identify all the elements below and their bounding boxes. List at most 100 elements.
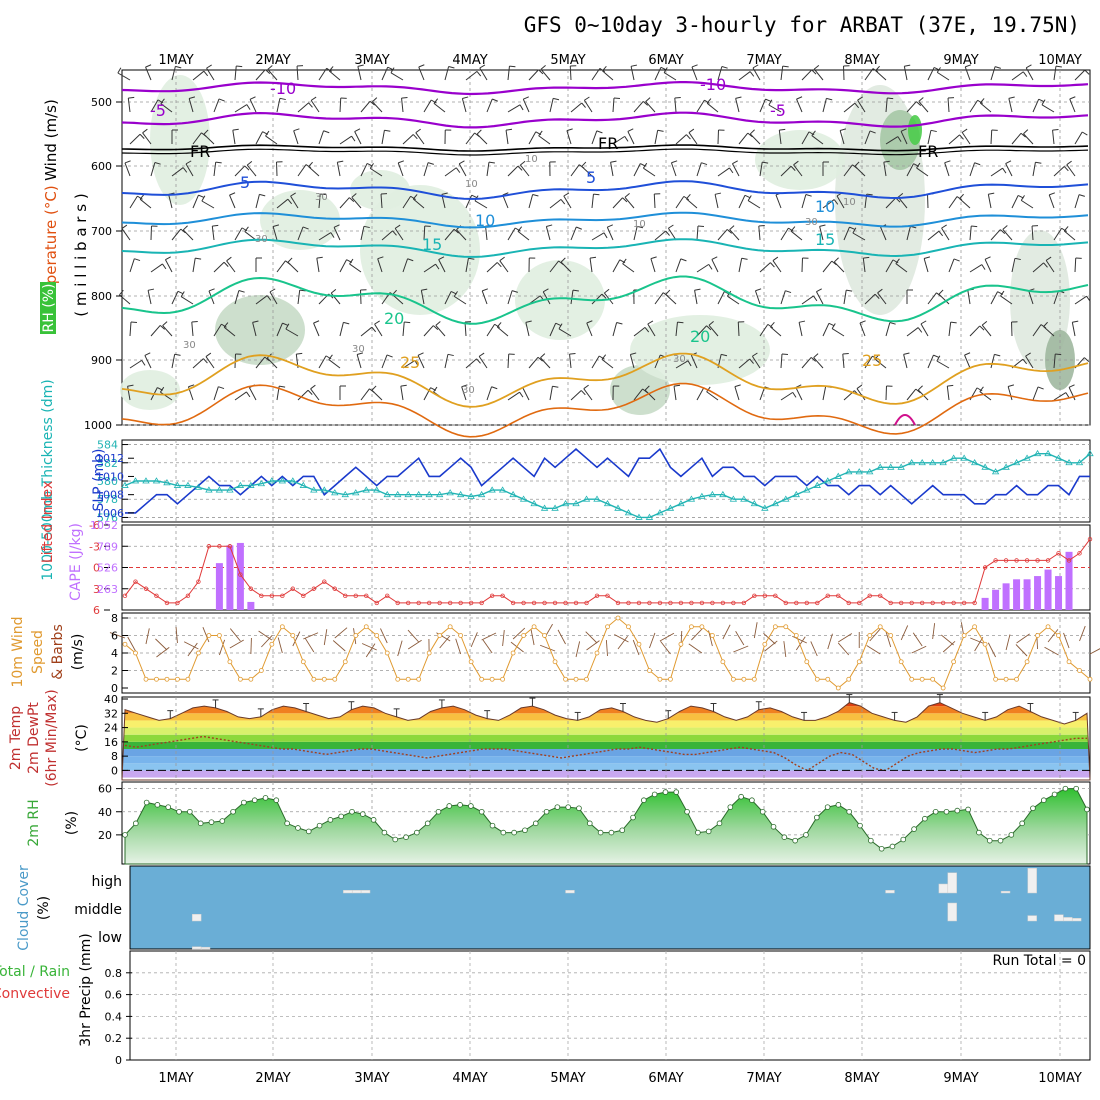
rh-point bbox=[478, 808, 485, 815]
tick-label: 582 bbox=[97, 457, 118, 470]
rh-point bbox=[932, 808, 939, 815]
wind-barb bbox=[969, 162, 976, 177]
wind10-point bbox=[531, 624, 537, 630]
wind-barb-flag bbox=[145, 64, 152, 68]
wind10-barb bbox=[911, 645, 927, 654]
wind-barb-flag bbox=[496, 262, 502, 268]
wind10-barb bbox=[912, 632, 923, 647]
wind-barb-flag bbox=[875, 65, 880, 71]
wind-barb-flag bbox=[665, 230, 670, 236]
wind-barb-flag bbox=[259, 193, 266, 197]
wind-barb-flag bbox=[819, 224, 826, 227]
lifted-index-point bbox=[1045, 558, 1051, 563]
wind-barb bbox=[570, 102, 583, 113]
cloud-bar bbox=[360, 890, 371, 894]
wind-barb-flag bbox=[765, 98, 772, 102]
wind-barb bbox=[801, 357, 812, 369]
wind-barb bbox=[381, 230, 393, 241]
wind-barb-flag bbox=[372, 97, 378, 103]
label-temp-c: (6hr Min/Max) bbox=[44, 689, 60, 786]
wind10-barb bbox=[1047, 629, 1059, 643]
wind-barb bbox=[602, 70, 614, 81]
label-temp-b: 2m DewPt bbox=[26, 702, 42, 774]
wind10-barb bbox=[632, 639, 640, 656]
wind-barb bbox=[990, 66, 996, 81]
rh-point bbox=[954, 807, 961, 814]
wind-barb bbox=[171, 167, 184, 177]
wind-barb bbox=[276, 198, 289, 209]
wind-barb-flag bbox=[981, 264, 986, 270]
wind-barb bbox=[423, 263, 436, 273]
tick-label: 1052 bbox=[90, 519, 118, 532]
wind-barb-flag bbox=[400, 384, 407, 387]
wind10-point bbox=[982, 641, 988, 647]
precip-panel: 0.80.60.40.20 Run Total = 0 Total / Rain… bbox=[0, 933, 1091, 1067]
wind-barb bbox=[476, 133, 488, 145]
wind-barb-flag bbox=[351, 135, 356, 142]
wind-barb bbox=[297, 102, 309, 113]
wind-barb-flag bbox=[796, 96, 803, 100]
rh-point bbox=[403, 834, 409, 840]
wind-barb-flag bbox=[552, 385, 559, 388]
wind-barb-flag bbox=[538, 69, 544, 75]
wind-barb bbox=[916, 167, 929, 177]
wind-barb bbox=[394, 228, 404, 241]
wind-barb-flag bbox=[701, 162, 708, 166]
cloud-bar bbox=[1063, 917, 1073, 922]
wind-barb-flag bbox=[828, 322, 835, 327]
wind-barb bbox=[528, 356, 539, 369]
wind-barb bbox=[570, 164, 580, 177]
wind-barb-flag bbox=[994, 353, 1001, 357]
wind10-barb bbox=[783, 641, 787, 658]
wind10-point bbox=[426, 650, 432, 656]
thickness-line bbox=[124, 453, 1091, 519]
wind-barb-flag bbox=[953, 258, 960, 262]
precip-ticks: 0.80.60.40.20 bbox=[105, 967, 132, 1067]
wind-barb bbox=[269, 291, 278, 305]
lifted-index-point bbox=[836, 593, 841, 599]
wind-barb bbox=[522, 99, 530, 113]
tick-label: 2 bbox=[111, 665, 118, 678]
wind-barb-flag bbox=[601, 354, 607, 360]
wind-barb-flag bbox=[387, 66, 394, 71]
wind-barb bbox=[318, 194, 321, 209]
rh-point bbox=[262, 795, 269, 801]
wind-barb bbox=[486, 262, 498, 273]
tick-label: 0 bbox=[93, 562, 100, 575]
wind-barb bbox=[801, 194, 807, 209]
wind-barb-flag bbox=[326, 67, 332, 72]
wind-barb-flag bbox=[747, 195, 752, 201]
rh-point bbox=[522, 827, 528, 834]
wind-barb-flag bbox=[785, 290, 792, 294]
wind-barb-flag bbox=[421, 288, 428, 291]
wind-barb-flag bbox=[849, 226, 856, 230]
wind10-barb bbox=[885, 631, 892, 648]
wind10-barb bbox=[407, 639, 422, 650]
wind-barb-flag bbox=[642, 101, 649, 106]
wind-barb bbox=[947, 97, 950, 113]
wind10-barb bbox=[202, 626, 210, 643]
wind10-point bbox=[563, 676, 568, 682]
wind10-point bbox=[668, 676, 673, 682]
wind-barb-flag bbox=[616, 321, 623, 325]
wind-barb bbox=[984, 259, 992, 273]
wind-barb-flag bbox=[938, 230, 944, 237]
rh-point bbox=[1030, 805, 1036, 812]
rh-contour-label: 30 bbox=[673, 354, 686, 365]
wind-barb bbox=[591, 293, 603, 305]
rh-point bbox=[273, 797, 280, 803]
rh-point bbox=[673, 789, 680, 795]
wind-barb bbox=[754, 290, 761, 305]
wind-barb bbox=[583, 99, 593, 113]
tick-label: 0 bbox=[115, 1054, 122, 1067]
temp-outline bbox=[121, 702, 1091, 781]
wind-barb-flag bbox=[505, 128, 513, 131]
wind-barb bbox=[255, 69, 266, 81]
wind-barb bbox=[1007, 386, 1013, 401]
thickness-point bbox=[1086, 449, 1094, 457]
rh-point bbox=[392, 836, 399, 843]
precip-grid bbox=[130, 951, 1090, 1060]
lifted-index-point bbox=[238, 572, 243, 577]
rh-point bbox=[187, 808, 193, 815]
